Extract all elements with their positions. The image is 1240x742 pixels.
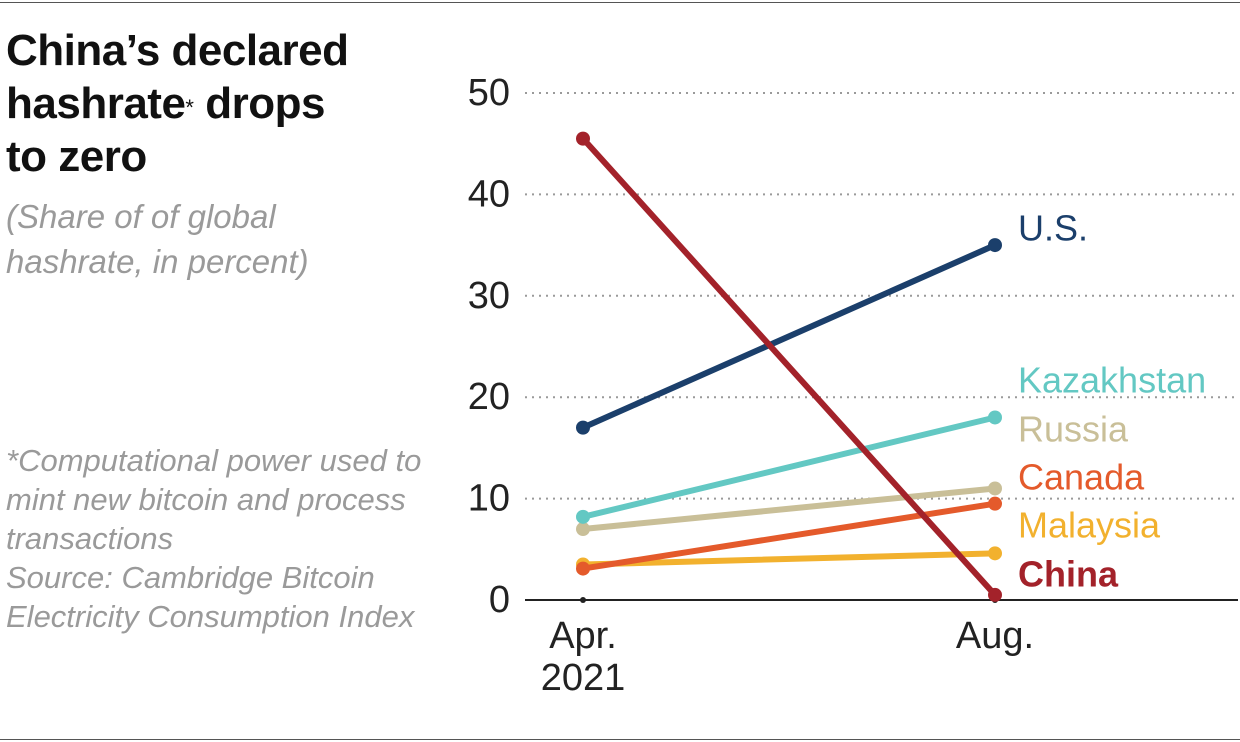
series-label-kazakhstan: Kazakhstan bbox=[1018, 360, 1206, 401]
x-tick-label-1-0: Aug. bbox=[956, 615, 1034, 657]
footnote-block: *Computational power used to mint new bi… bbox=[6, 441, 426, 636]
data-point-china-1 bbox=[988, 587, 1002, 602]
data-point-kazakhstan-0 bbox=[576, 509, 590, 524]
series-lines bbox=[576, 131, 1002, 602]
series-label-malaysia: Malaysia bbox=[1018, 505, 1161, 546]
x-tick-mark-0 bbox=[580, 597, 586, 603]
data-point-canada-1 bbox=[988, 496, 1002, 511]
chart-title: China’s declared hashrate* drops to zero bbox=[6, 24, 406, 183]
data-point-russia-1 bbox=[988, 481, 1002, 496]
series-label-us: U.S. bbox=[1018, 208, 1088, 249]
y-axis-ticks: 0 10 20 30 40 50 bbox=[468, 72, 510, 621]
title-line-3: to zero bbox=[6, 132, 147, 181]
series-line-russia bbox=[580, 485, 998, 533]
series-us bbox=[576, 238, 1002, 435]
y-tick-label-0: 0 bbox=[489, 579, 510, 621]
series-kazakhstan bbox=[576, 410, 1002, 524]
title-line-2-post: drops bbox=[193, 79, 325, 128]
title-asterisk: * bbox=[185, 95, 194, 120]
series-label-china: China bbox=[1018, 554, 1119, 595]
source-text: Source: Cambridge Bitcoin Electricity Co… bbox=[6, 560, 415, 634]
footnote-text: *Computational power used to mint new bi… bbox=[6, 443, 422, 556]
series-line-malaysia bbox=[580, 550, 998, 568]
chart-subtitle: (Share of of global hashrate, in percent… bbox=[6, 198, 309, 280]
x-tick-label-0-1: 2021 bbox=[541, 657, 626, 699]
series-china bbox=[576, 131, 1002, 602]
y-tick-label-40: 40 bbox=[468, 173, 510, 215]
y-tick-label-20: 20 bbox=[468, 376, 510, 418]
data-point-malaysia-1 bbox=[988, 546, 1002, 561]
title-line-2-pre: hashrate bbox=[6, 79, 186, 128]
title-line-1: China’s declared bbox=[6, 26, 349, 75]
y-tick-label-30: 30 bbox=[468, 275, 510, 317]
series-label-russia: Russia bbox=[1018, 409, 1129, 450]
data-point-canada-0 bbox=[576, 561, 590, 576]
series-line-china bbox=[580, 135, 998, 598]
bottom-rule bbox=[0, 739, 1240, 740]
y-tick-label-10: 10 bbox=[468, 478, 510, 520]
series-line-us bbox=[580, 242, 998, 431]
top-rule bbox=[0, 2, 1240, 3]
y-tick-label-50: 50 bbox=[468, 72, 510, 114]
series-line-kazakhstan bbox=[580, 414, 998, 520]
x-axis-ticks: Apr.2021 Aug. bbox=[541, 597, 1034, 699]
series-labels: U.S. Kazakhstan Russia Canada Malaysia China bbox=[1018, 208, 1206, 595]
x-tick-label-0-0: Apr. bbox=[549, 615, 617, 657]
data-point-kazakhstan-1 bbox=[988, 410, 1002, 425]
data-point-us-1 bbox=[988, 238, 1002, 253]
series-label-canada: Canada bbox=[1018, 457, 1145, 498]
series-russia bbox=[576, 481, 1002, 537]
data-point-us-0 bbox=[576, 420, 590, 435]
data-point-russia-0 bbox=[576, 522, 590, 537]
data-point-china-0 bbox=[576, 131, 590, 146]
